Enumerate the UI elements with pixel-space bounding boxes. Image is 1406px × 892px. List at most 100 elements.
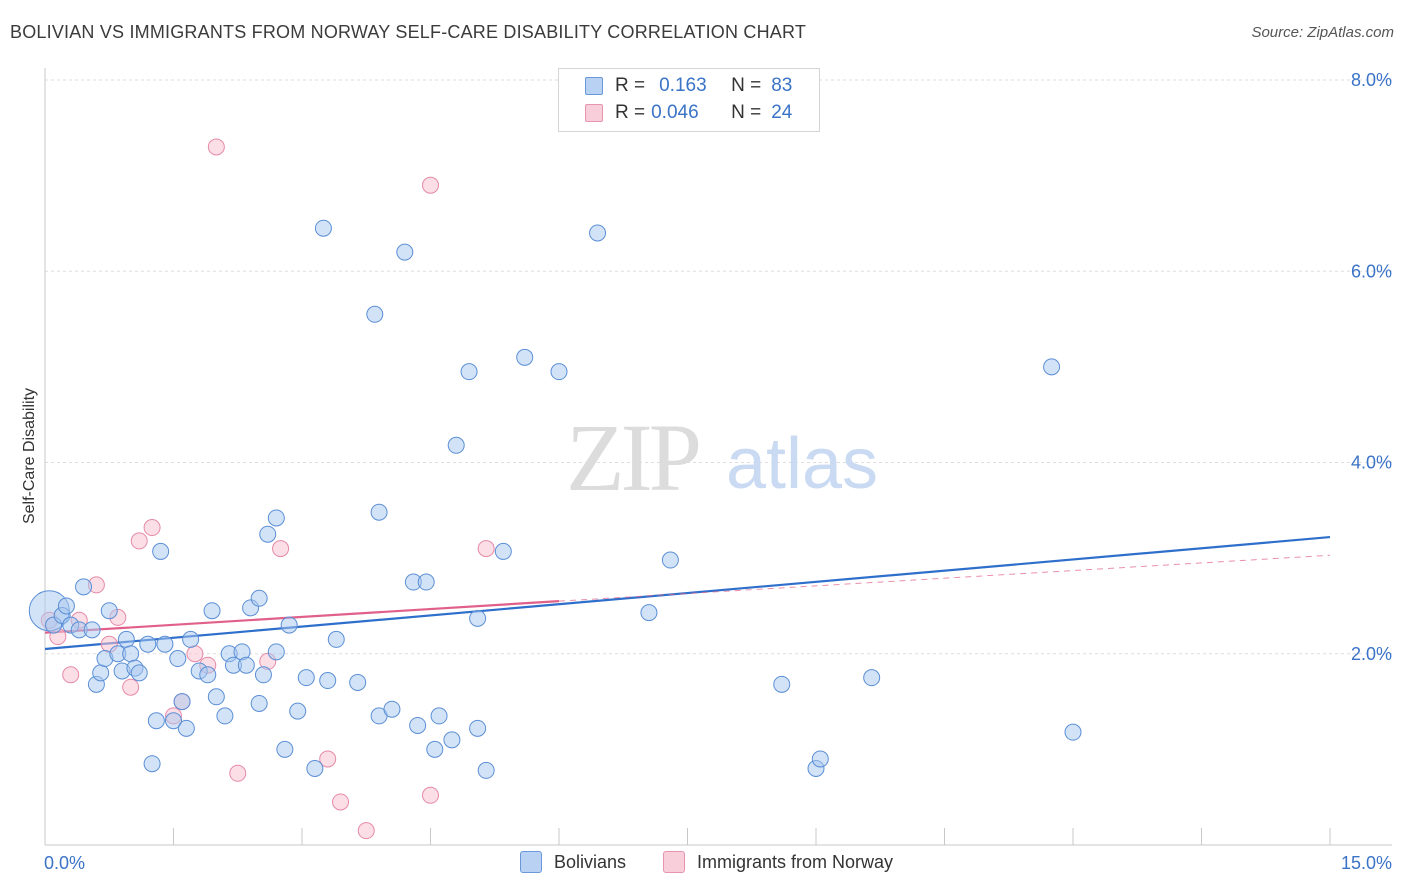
bolivian-point: [177, 719, 195, 737]
legend-n-value: 24: [771, 102, 793, 123]
series-legend: Bolivians Immigrants from Norway: [0, 851, 1406, 877]
bolivian-point: [216, 707, 234, 725]
bolivian-point: [417, 573, 435, 591]
norway-swatch: [663, 851, 685, 873]
bolivian-point: [383, 700, 401, 718]
x-tick-label-min: 0.0%: [44, 853, 85, 873]
legend-n-label: N =: [731, 102, 762, 123]
bolivian-point: [640, 604, 658, 622]
bolivian-point: [516, 348, 534, 366]
bolivian-point: [370, 503, 388, 521]
bolivian-point: [314, 219, 332, 237]
bolivian-point: [289, 702, 307, 720]
bolivian-point: [589, 224, 607, 242]
bolivian-point: [267, 509, 285, 527]
legend-r-label: R =: [615, 102, 646, 123]
bolivian-point: [469, 609, 487, 627]
bolivian-point: [773, 675, 791, 693]
legend-swatch-pink: [585, 104, 603, 122]
bolivian-point: [237, 656, 255, 674]
bolivian-point: [550, 363, 568, 381]
bolivian-point: [143, 755, 161, 773]
norway-point: [207, 138, 225, 156]
bolivian-points: [28, 219, 1082, 779]
bolivian-point: [207, 688, 225, 706]
bolivian-point: [122, 645, 140, 663]
bolivian-point: [460, 363, 478, 381]
bolivian-point: [1064, 723, 1082, 741]
watermark-atlas: atlas: [726, 424, 878, 504]
bolivian-point: [147, 712, 165, 730]
bolivian-point: [443, 731, 461, 749]
bolivian-point: [276, 740, 294, 758]
norway-trend-extension: [558, 554, 1331, 602]
bolivian-point: [319, 672, 337, 690]
norway-point: [229, 764, 247, 782]
norway-points: [40, 138, 495, 840]
bolivian-point: [267, 643, 285, 661]
watermark-zip: ZIP: [566, 404, 699, 511]
bolivian-point: [250, 694, 268, 712]
legend-item-bolivians[interactable]: Bolivians: [520, 851, 626, 873]
bolivian-point: [152, 542, 170, 560]
norway-label: Immigrants from Norway: [697, 851, 894, 872]
bolivian-point: [280, 616, 298, 634]
bolivian-point: [396, 243, 414, 261]
y-axis-label: Self-Care Disability: [21, 387, 38, 525]
bolivian-point: [477, 761, 495, 779]
axes: [44, 68, 1392, 846]
norway-point: [122, 678, 140, 696]
bolivian-point: [130, 664, 148, 682]
norway-point: [319, 750, 337, 768]
trend-lines: [44, 535, 1331, 651]
norway-point: [62, 666, 80, 684]
bolivian-point: [811, 750, 829, 768]
bolivian-point: [203, 602, 221, 620]
bolivians-label: Bolivians: [554, 851, 627, 872]
x-tick-label-max: 15.0%: [1341, 853, 1392, 873]
legend-r-value: 0.046: [651, 102, 699, 123]
watermark: ZIP atlas: [566, 404, 878, 511]
bolivian-point: [117, 630, 135, 648]
bolivian-point: [863, 669, 881, 687]
norway-point: [422, 176, 439, 194]
bolivian-point: [57, 597, 75, 615]
legend-n-label: N =: [731, 75, 762, 96]
legend-row-bolivians: R = 0.163 N = 83: [585, 74, 792, 98]
bolivian-point: [250, 589, 268, 607]
y-tick-label: 6.0%: [1351, 261, 1392, 281]
legend-n-value: 83: [771, 75, 793, 96]
norway-point: [272, 540, 290, 558]
bolivian-point: [139, 635, 157, 653]
y-tick-label: 8.0%: [1351, 70, 1392, 90]
stats-legend: R = 0.163 N = 83 R = 0.046 N = 24: [558, 68, 820, 132]
bolivian-point: [430, 707, 448, 725]
norway-trend-line: [44, 600, 560, 634]
norway-point: [186, 645, 204, 663]
legend-item-norway[interactable]: Immigrants from Norway: [663, 851, 893, 873]
norway-point: [130, 532, 148, 550]
bolivian-point: [306, 760, 324, 777]
tick-labels: 2.0% 4.0% 6.0% 8.0% 0.0% 15.0%: [44, 70, 1392, 873]
norway-point: [143, 519, 161, 537]
norway-point: [357, 822, 375, 840]
bolivian-point: [156, 635, 174, 653]
legend-swatch-blue: [585, 77, 603, 95]
bolivian-point: [447, 436, 465, 454]
bolivian-point: [469, 719, 487, 737]
y-tick-label: 2.0%: [1351, 644, 1392, 664]
bolivian-point: [349, 673, 367, 691]
chart-title: BOLIVIAN VS IMMIGRANTS FROM NORWAY SELF-…: [10, 22, 807, 42]
grid-lines: [45, 79, 1392, 655]
bolivians-trend-line: [44, 535, 1331, 651]
norway-point: [332, 793, 350, 811]
source-label: Source: ZipAtlas.com: [1251, 24, 1394, 41]
bolivian-point: [173, 693, 191, 711]
bolivians-swatch: [520, 851, 542, 873]
bolivian-point: [165, 712, 182, 730]
norway-point: [477, 540, 495, 558]
bolivian-point: [366, 305, 384, 323]
bolivian-point: [661, 551, 679, 569]
legend-row-norway: R = 0.046 N = 24: [585, 101, 792, 125]
